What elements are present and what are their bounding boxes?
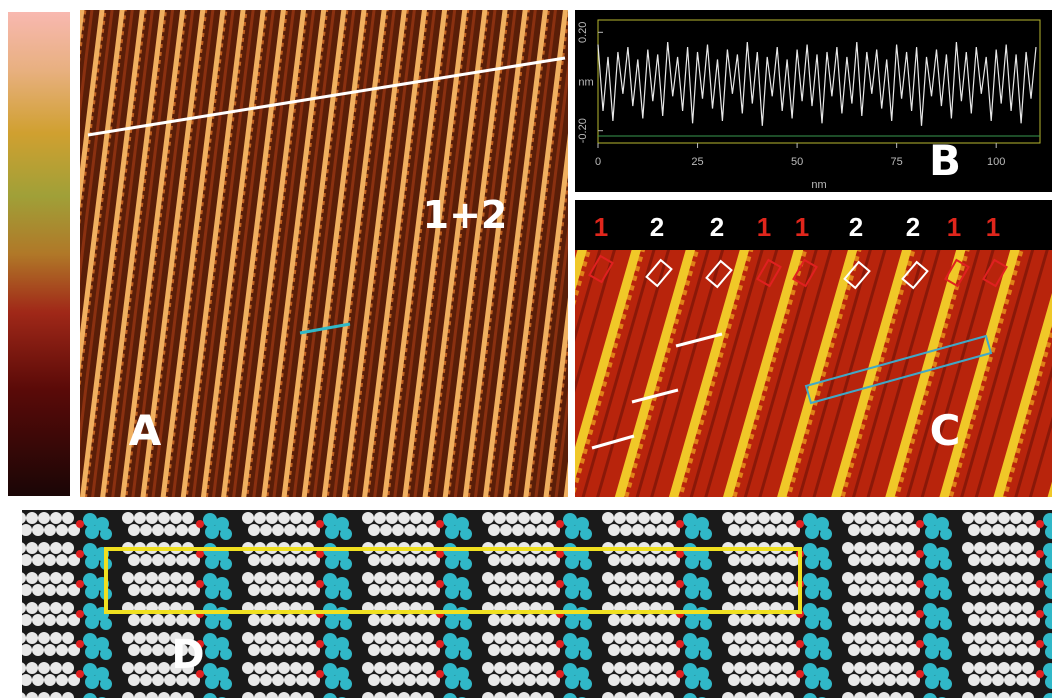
row-label: 1 xyxy=(594,212,608,242)
row-label: 1 xyxy=(947,212,961,242)
color-scale xyxy=(8,12,70,496)
row-label: 2 xyxy=(849,212,863,242)
x-tick-label: 100 xyxy=(987,156,1005,168)
y-axis-label: nm xyxy=(578,77,593,89)
panel-c-image xyxy=(575,248,1052,497)
figure: 1+2 A -0.200.20nm0255075100nm B 12211221… xyxy=(0,0,1052,698)
row-label: 1 xyxy=(986,212,1000,242)
x-axis-label: nm xyxy=(811,179,826,191)
panel-b-plot xyxy=(575,10,1052,192)
y-tick-label: 0.20 xyxy=(577,22,589,43)
row-label: 2 xyxy=(650,212,664,242)
x-tick-label: 0 xyxy=(595,156,601,168)
panel-label: D xyxy=(171,632,204,678)
panel-label: B xyxy=(929,136,961,185)
x-tick-label: 50 xyxy=(791,156,803,168)
x-tick-label: 25 xyxy=(691,156,703,168)
row-label: 2 xyxy=(906,212,920,242)
row-label: 2 xyxy=(710,212,724,242)
row-label: 1 xyxy=(795,212,809,242)
panel-label: A xyxy=(129,406,162,455)
panel-label: C xyxy=(930,406,961,455)
panel-c-header xyxy=(575,200,1052,250)
x-tick-label: 75 xyxy=(891,156,903,168)
y-tick-label: -0.20 xyxy=(577,118,589,143)
annotation: 1+2 xyxy=(423,193,508,237)
row-label: 1 xyxy=(757,212,771,242)
